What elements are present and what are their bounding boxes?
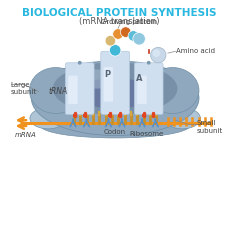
Text: Small
subunit: Small subunit	[197, 120, 223, 134]
Bar	[118, 114, 122, 117]
FancyBboxPatch shape	[134, 63, 163, 114]
Ellipse shape	[77, 78, 154, 109]
Circle shape	[113, 29, 123, 39]
Bar	[83, 114, 86, 117]
Bar	[109, 114, 112, 117]
Circle shape	[153, 49, 160, 57]
Ellipse shape	[164, 108, 200, 129]
Circle shape	[105, 36, 116, 46]
FancyBboxPatch shape	[101, 51, 129, 114]
Ellipse shape	[67, 70, 125, 88]
Text: tRNA: tRNA	[48, 87, 67, 96]
Ellipse shape	[31, 105, 199, 132]
Circle shape	[109, 44, 121, 56]
Ellipse shape	[146, 68, 199, 114]
FancyBboxPatch shape	[137, 76, 147, 104]
Bar	[142, 114, 146, 117]
FancyBboxPatch shape	[68, 76, 78, 104]
Bar	[152, 114, 155, 117]
Text: Large
subunit: Large subunit	[11, 82, 37, 95]
Circle shape	[120, 27, 131, 37]
Circle shape	[113, 49, 117, 53]
Text: BIOLOGICAL PROTEIN SYNTHESIS: BIOLOGICAL PROTEIN SYNTHESIS	[22, 8, 216, 18]
Text: (mRNA translation): (mRNA translation)	[79, 17, 159, 26]
Text: P: P	[104, 70, 111, 79]
Ellipse shape	[41, 114, 189, 138]
Text: mRNA: mRNA	[15, 132, 36, 138]
Circle shape	[151, 48, 166, 63]
Circle shape	[147, 61, 151, 65]
Ellipse shape	[31, 61, 199, 136]
Ellipse shape	[30, 68, 82, 114]
Circle shape	[128, 31, 139, 41]
Bar	[73, 114, 77, 117]
Ellipse shape	[30, 108, 66, 129]
Ellipse shape	[53, 62, 177, 115]
FancyBboxPatch shape	[65, 63, 94, 114]
FancyBboxPatch shape	[104, 67, 113, 102]
Text: Growing protein: Growing protein	[101, 18, 158, 24]
Text: A: A	[136, 74, 142, 82]
Text: Codon: Codon	[104, 129, 126, 135]
Text: Amino acid: Amino acid	[175, 48, 214, 54]
Text: Ribosome: Ribosome	[130, 130, 164, 136]
Circle shape	[133, 32, 145, 45]
Circle shape	[78, 61, 82, 65]
